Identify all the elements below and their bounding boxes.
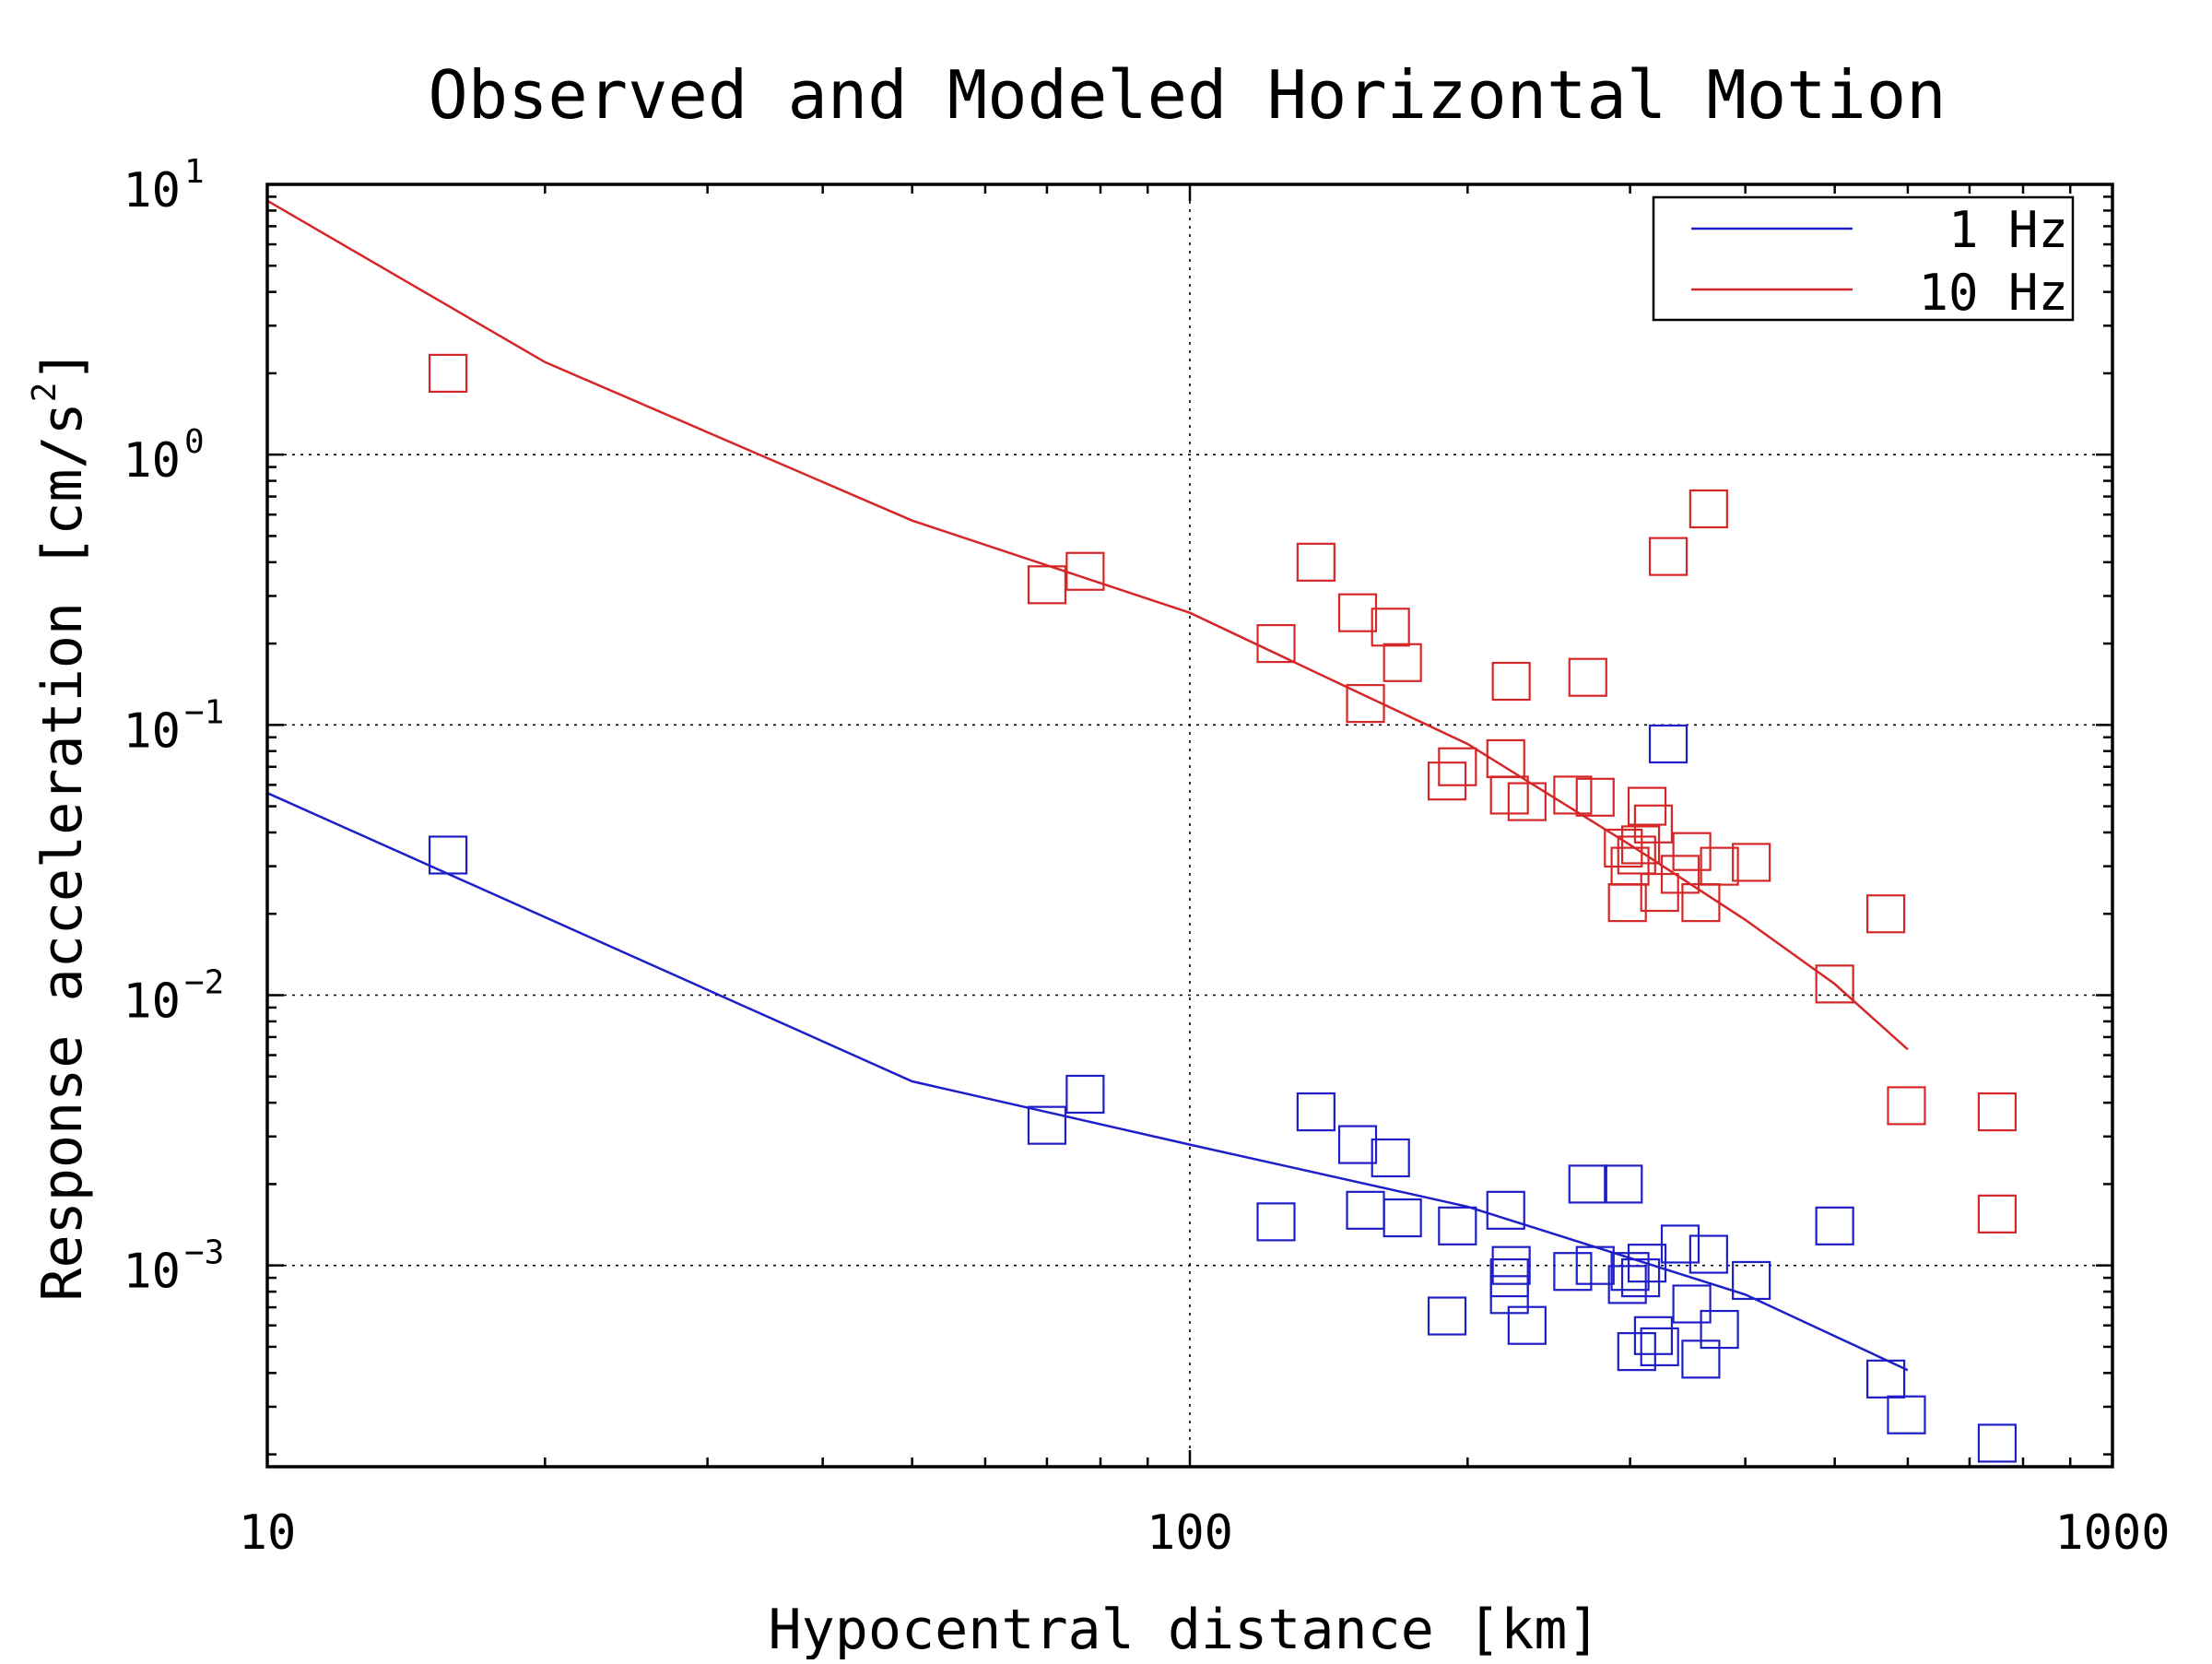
y-tick-label: 10	[123, 1245, 181, 1300]
observed-point-1hz	[1296, 1092, 1335, 1132]
observed-point-1hz	[1672, 1284, 1712, 1324]
observed-point-10hz	[1438, 747, 1477, 786]
observed-point-10hz	[1610, 846, 1650, 886]
observed-point-1hz	[1427, 1296, 1467, 1336]
observed-point-1hz	[1486, 1190, 1525, 1230]
y-tick-exponent: −2	[184, 964, 224, 1002]
observed-point-1hz	[1507, 1305, 1547, 1345]
observed-point-1hz	[1568, 1164, 1607, 1204]
y-tick-label: 10	[123, 703, 181, 759]
observed-point-1hz	[1732, 1260, 1771, 1301]
observed-point-1hz	[1648, 724, 1688, 764]
observed-point-1hz	[1660, 1224, 1700, 1264]
observed-point-1hz	[1700, 1309, 1739, 1350]
observed-point-10hz	[1977, 1092, 2018, 1132]
observed-point-1hz	[1977, 1423, 2018, 1463]
observed-point-1hz	[1065, 1074, 1105, 1115]
y-tick-label: 10	[123, 163, 181, 218]
observed-point-1hz	[1604, 1164, 1643, 1204]
observed-point-10hz	[1256, 623, 1296, 664]
observed-point-1hz	[1610, 1252, 1650, 1292]
observed-point-10hz	[1491, 661, 1531, 702]
observed-point-1hz	[1346, 1190, 1385, 1230]
y-tick-label: 10	[123, 974, 181, 1030]
observed-point-10hz	[1977, 1194, 2018, 1233]
y-tick-exponent: −3	[184, 1234, 224, 1272]
observed-point-10hz	[1382, 643, 1422, 682]
observed-point-10hz	[1427, 761, 1467, 801]
observed-point-10hz	[428, 353, 468, 394]
y-axis-label-main: Response acceleration [cm/s	[30, 402, 95, 1301]
observed-point-10hz	[1371, 608, 1410, 647]
observed-point-10hz	[1660, 855, 1700, 894]
x-tick-label: 10	[239, 1505, 297, 1561]
y-axis-label-superscript: 2	[26, 383, 64, 403]
observed-point-10hz	[1617, 835, 1656, 875]
observed-point-1hz	[1633, 1316, 1674, 1355]
y-tick-exponent: 0	[184, 423, 205, 461]
observed-point-10hz	[1027, 565, 1067, 605]
observed-point-1hz	[1027, 1105, 1067, 1145]
observed-point-10hz	[1507, 782, 1547, 821]
observed-point-10hz	[1337, 593, 1378, 632]
series-layer	[266, 199, 2018, 1463]
observed-point-10hz	[1887, 1086, 1926, 1126]
observed-point-1hz	[1815, 1206, 1854, 1245]
observed-point-1hz	[1553, 1252, 1593, 1292]
y-axis-label-end: ]	[30, 348, 95, 382]
observed-point-1hz	[1337, 1125, 1378, 1164]
observed-point-1hz	[428, 835, 468, 875]
x-axis-label: Hypocentral distance [km]	[768, 1598, 1600, 1659]
observed-point-1hz	[1489, 1257, 1529, 1298]
y-tick-label: 10	[123, 433, 181, 489]
observed-point-1hz	[1607, 1265, 1647, 1304]
y-tick-exponent: 1	[184, 153, 205, 191]
chart-title: Observed and Modeled Horizontal Motion	[428, 56, 1946, 134]
observed-point-10hz	[1296, 542, 1335, 582]
model-line-10hz	[266, 199, 1909, 1051]
y-axis-label: Response acceleration [cm/s2]	[26, 348, 95, 1301]
grid-layer	[267, 184, 2112, 1467]
observed-point-1hz	[1371, 1138, 1410, 1178]
observed-point-1hz	[1620, 1257, 1661, 1298]
legend: 1 Hz 10 Hz	[1652, 195, 2075, 322]
observed-point-1hz	[1866, 1359, 1906, 1398]
observed-point-1hz	[1617, 1332, 1656, 1372]
observed-point-10hz	[1633, 804, 1674, 844]
observed-point-10hz	[1700, 846, 1739, 886]
x-tick-label: 100	[1147, 1505, 1233, 1561]
observed-point-1hz	[1640, 1327, 1679, 1367]
model-line-1hz	[266, 792, 1909, 1372]
observed-point-10hz	[1065, 551, 1105, 591]
observed-point-1hz	[1688, 1234, 1728, 1274]
x-tick-label: 1000	[2054, 1505, 2170, 1561]
observed-point-10hz	[1575, 777, 1615, 817]
observed-point-10hz	[1620, 825, 1661, 865]
observed-point-1hz	[1491, 1245, 1531, 1285]
observed-point-10hz	[1732, 843, 1771, 882]
observed-point-10hz	[1866, 894, 1906, 934]
observed-point-10hz	[1815, 964, 1854, 1004]
observed-point-10hz	[1568, 657, 1607, 697]
legend-label-10hz: 10 Hz	[1918, 264, 2068, 322]
y-tick-exponent: −1	[184, 693, 224, 731]
observed-point-10hz	[1553, 775, 1593, 815]
observed-point-1hz	[1256, 1202, 1296, 1242]
legend-box	[1652, 195, 2075, 322]
observed-point-1hz	[1887, 1395, 1926, 1434]
observed-point-1hz	[1438, 1206, 1477, 1245]
observed-point-1hz	[1382, 1198, 1422, 1238]
legend-label-1hz: 1 Hz	[1948, 201, 2068, 259]
observed-point-10hz	[1648, 537, 1688, 576]
observed-point-10hz	[1672, 832, 1712, 871]
observed-point-10hz	[1688, 489, 1728, 529]
observed-point-10hz	[1346, 684, 1385, 724]
